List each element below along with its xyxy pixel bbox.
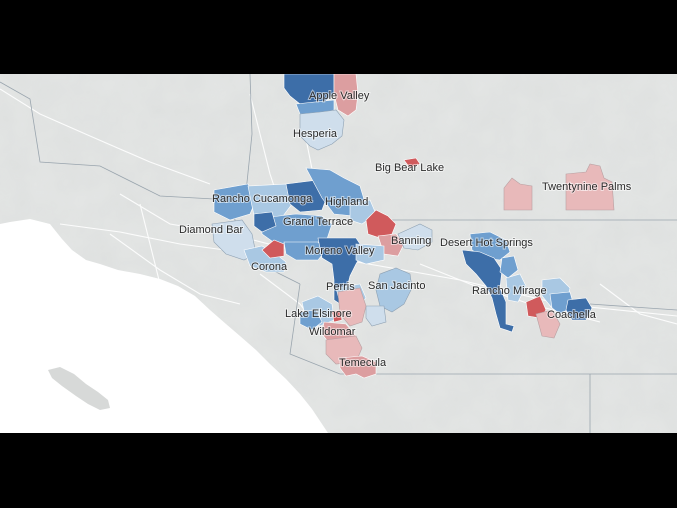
letterbox-bottom: [0, 433, 677, 508]
map-view[interactable]: Apple Valley Hesperia Big Bear Lake Twen…: [0, 74, 677, 433]
label-grand-terrace: Grand Terrace: [283, 216, 353, 228]
label-desert-hot-springs: Desert Hot Springs: [440, 237, 533, 249]
region-temecula[interactable]: [339, 355, 377, 379]
label-big-bear-lake: Big Bear Lake: [375, 162, 444, 174]
region-rancho-mirage[interactable]: [499, 255, 519, 279]
label-wildomar: Wildomar: [309, 326, 356, 338]
region-apple-valley-east[interactable]: [333, 74, 359, 117]
label-perris: Perris: [326, 281, 355, 293]
region-hemet[interactable]: [365, 305, 387, 327]
region-corona[interactable]: [261, 239, 285, 259]
region-redlands[interactable]: [365, 209, 397, 239]
label-san-jacinto: San Jacinto: [368, 280, 425, 292]
label-rancho-cucamonga: Rancho Cucamonga: [212, 193, 313, 205]
region-big-bear-lake[interactable]: [403, 157, 421, 169]
label-rancho-mirage: Rancho Mirage: [472, 285, 547, 297]
region-hesperia[interactable]: [299, 109, 345, 151]
region-coachella[interactable]: [565, 297, 593, 321]
region-banning[interactable]: [397, 223, 433, 251]
region-lake-elsinore[interactable]: [299, 309, 323, 331]
catalina-island: [48, 367, 110, 410]
region-wildomar-small[interactable]: [331, 309, 343, 323]
label-diamond-bar: Diamond Bar: [179, 224, 244, 236]
region-rancho-cucamonga-west[interactable]: [213, 183, 257, 221]
label-moreno-valley: Moreno Valley: [305, 245, 375, 257]
region-cathedral-city[interactable]: [505, 273, 527, 303]
map-canvas[interactable]: Apple Valley Hesperia Big Bear Lake Twen…: [0, 74, 677, 433]
region-moreno-valley-east[interactable]: [355, 243, 385, 265]
label-banning: Banning: [391, 235, 431, 247]
region-jurupa[interactable]: [283, 241, 327, 261]
region-corona-north[interactable]: [243, 245, 287, 273]
label-apple-valley: Apple Valley: [309, 90, 370, 102]
label-twentynine-palms: Twentynine Palms: [542, 181, 632, 193]
letterbox-top: [0, 0, 677, 74]
label-hesperia: Hesperia: [293, 128, 338, 140]
label-temecula: Temecula: [339, 357, 387, 369]
region-indian-wells[interactable]: [535, 309, 561, 339]
ocean: [0, 219, 328, 433]
label-lake-elsinore: Lake Elsinore: [285, 308, 352, 320]
region-twentynine-palms[interactable]: [565, 163, 615, 211]
label-highland: Highland: [325, 196, 368, 208]
label-coachella: Coachella: [547, 309, 597, 321]
label-corona: Corona: [251, 261, 288, 273]
region-twentynine-palms-west[interactable]: [503, 177, 533, 211]
region-san-jacinto[interactable]: [375, 267, 413, 313]
region-rialto[interactable]: [253, 211, 277, 233]
